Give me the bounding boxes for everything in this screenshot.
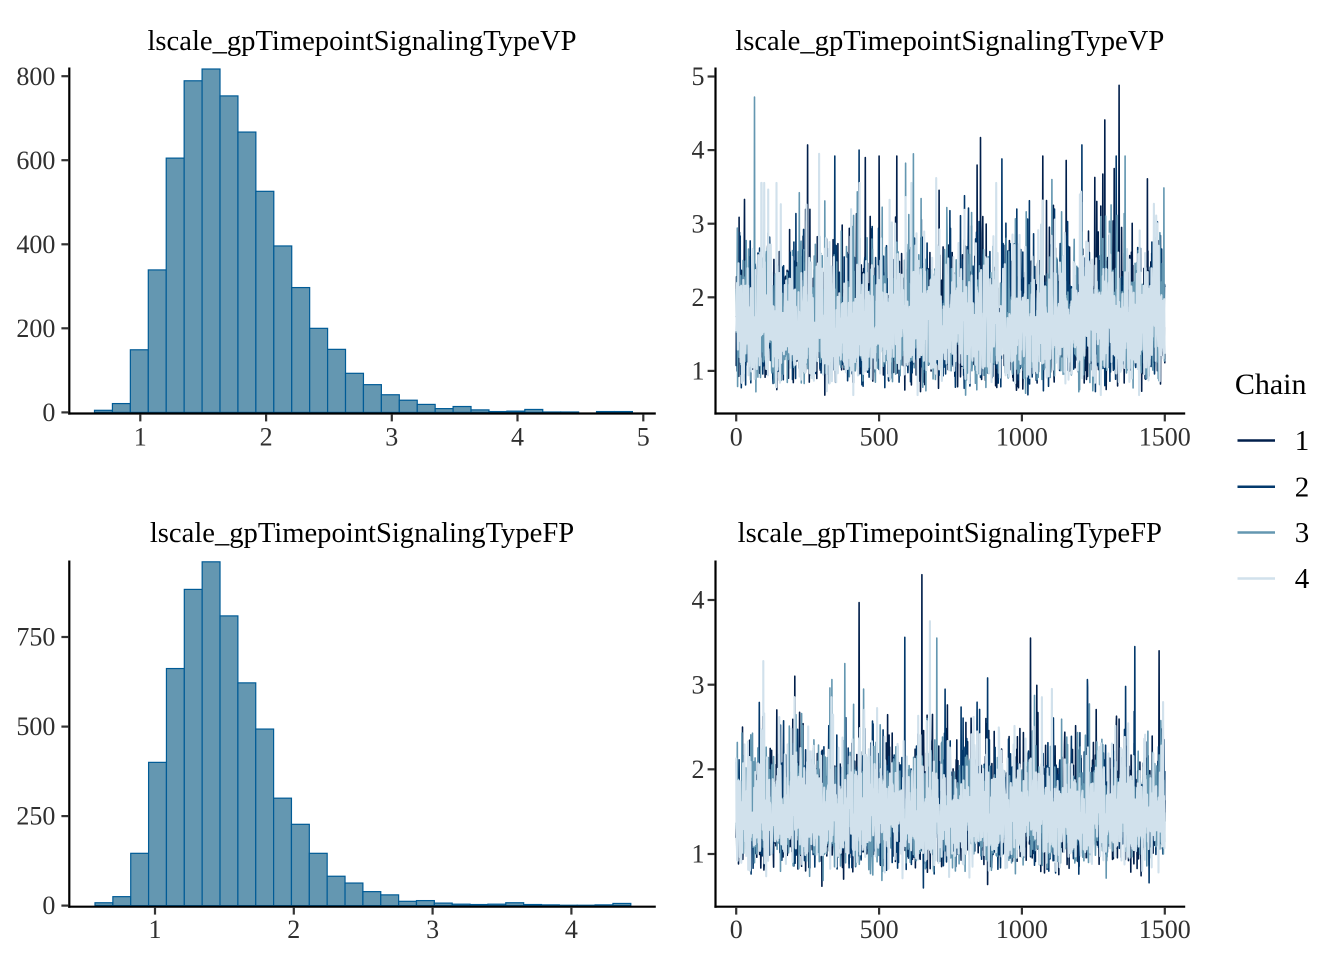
svg-text:1: 1	[134, 423, 147, 452]
svg-text:200: 200	[16, 314, 55, 343]
svg-text:4: 4	[692, 586, 705, 615]
svg-text:1000: 1000	[996, 915, 1048, 944]
svg-text:lscale_gpTimepointSignalingTyp: lscale_gpTimepointSignalingTypeVP	[735, 26, 1164, 57]
svg-text:3: 3	[692, 209, 705, 238]
svg-text:250: 250	[16, 802, 55, 831]
svg-text:400: 400	[16, 230, 55, 259]
svg-text:Chain: Chain	[1235, 368, 1307, 401]
svg-text:4: 4	[565, 915, 578, 944]
svg-text:4: 4	[511, 423, 524, 452]
svg-text:5: 5	[692, 62, 705, 91]
svg-text:2: 2	[692, 283, 705, 312]
svg-text:1500: 1500	[1139, 423, 1191, 452]
svg-text:750: 750	[16, 623, 55, 652]
svg-text:1: 1	[692, 357, 705, 386]
svg-text:2: 2	[260, 423, 273, 452]
svg-text:0: 0	[730, 915, 743, 944]
svg-text:1000: 1000	[996, 423, 1048, 452]
svg-text:2: 2	[1295, 471, 1310, 503]
svg-text:0: 0	[730, 423, 743, 452]
svg-text:1: 1	[692, 840, 705, 869]
svg-text:3: 3	[1295, 517, 1310, 549]
svg-text:0: 0	[42, 891, 55, 920]
svg-text:600: 600	[16, 146, 55, 175]
svg-text:lscale_gpTimepointSignalingTyp: lscale_gpTimepointSignalingTypeVP	[147, 26, 576, 57]
svg-text:1: 1	[149, 915, 162, 944]
svg-text:1: 1	[1295, 425, 1310, 457]
svg-text:1500: 1500	[1139, 915, 1191, 944]
svg-text:3: 3	[692, 670, 705, 699]
svg-text:lscale_gpTimepointSignalingTyp: lscale_gpTimepointSignalingTypeFP	[738, 518, 1162, 549]
svg-text:800: 800	[16, 62, 55, 91]
svg-text:3: 3	[385, 423, 398, 452]
svg-text:3: 3	[426, 915, 439, 944]
svg-text:lscale_gpTimepointSignalingTyp: lscale_gpTimepointSignalingTypeFP	[150, 518, 574, 549]
svg-text:0: 0	[42, 398, 55, 427]
svg-text:5: 5	[637, 423, 650, 452]
svg-text:4: 4	[692, 136, 705, 165]
svg-text:500: 500	[16, 712, 55, 741]
svg-text:500: 500	[860, 423, 899, 452]
svg-text:500: 500	[860, 915, 899, 944]
svg-text:2: 2	[287, 915, 300, 944]
svg-text:4: 4	[1295, 563, 1310, 595]
svg-text:2: 2	[692, 755, 705, 784]
